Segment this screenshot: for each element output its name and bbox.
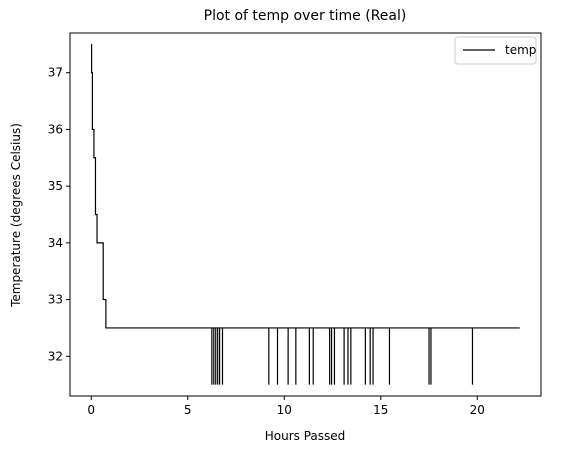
series-line-temp [91, 43, 520, 329]
x-tick-label: 5 [184, 403, 192, 417]
series-layer [91, 43, 520, 385]
chart-title: Plot of temp over time (Real) [204, 8, 407, 24]
y-tick-label: 32 [48, 349, 63, 363]
x-axis: 0 5 10 15 20 [87, 396, 485, 417]
x-tick-label: 10 [277, 403, 292, 417]
y-tick-label: 35 [48, 179, 63, 193]
x-tick-label: 0 [87, 403, 95, 417]
x-axis-label: Hours Passed [265, 429, 346, 443]
x-tick-label: 15 [373, 403, 388, 417]
x-tick-label: 20 [470, 403, 485, 417]
y-tick-label: 34 [48, 236, 63, 250]
y-axis-label: Temperature (degrees Celsius) [9, 123, 23, 308]
y-tick-label: 36 [48, 122, 63, 136]
y-axis: 32 33 34 35 36 37 [48, 66, 70, 363]
plot-area-frame [69, 32, 542, 397]
legend-box [454, 36, 537, 65]
legend-label-temp: temp [505, 43, 536, 57]
y-tick-label: 33 [48, 293, 63, 307]
y-tick-label: 37 [48, 66, 63, 80]
legend: temp [454, 36, 537, 65]
